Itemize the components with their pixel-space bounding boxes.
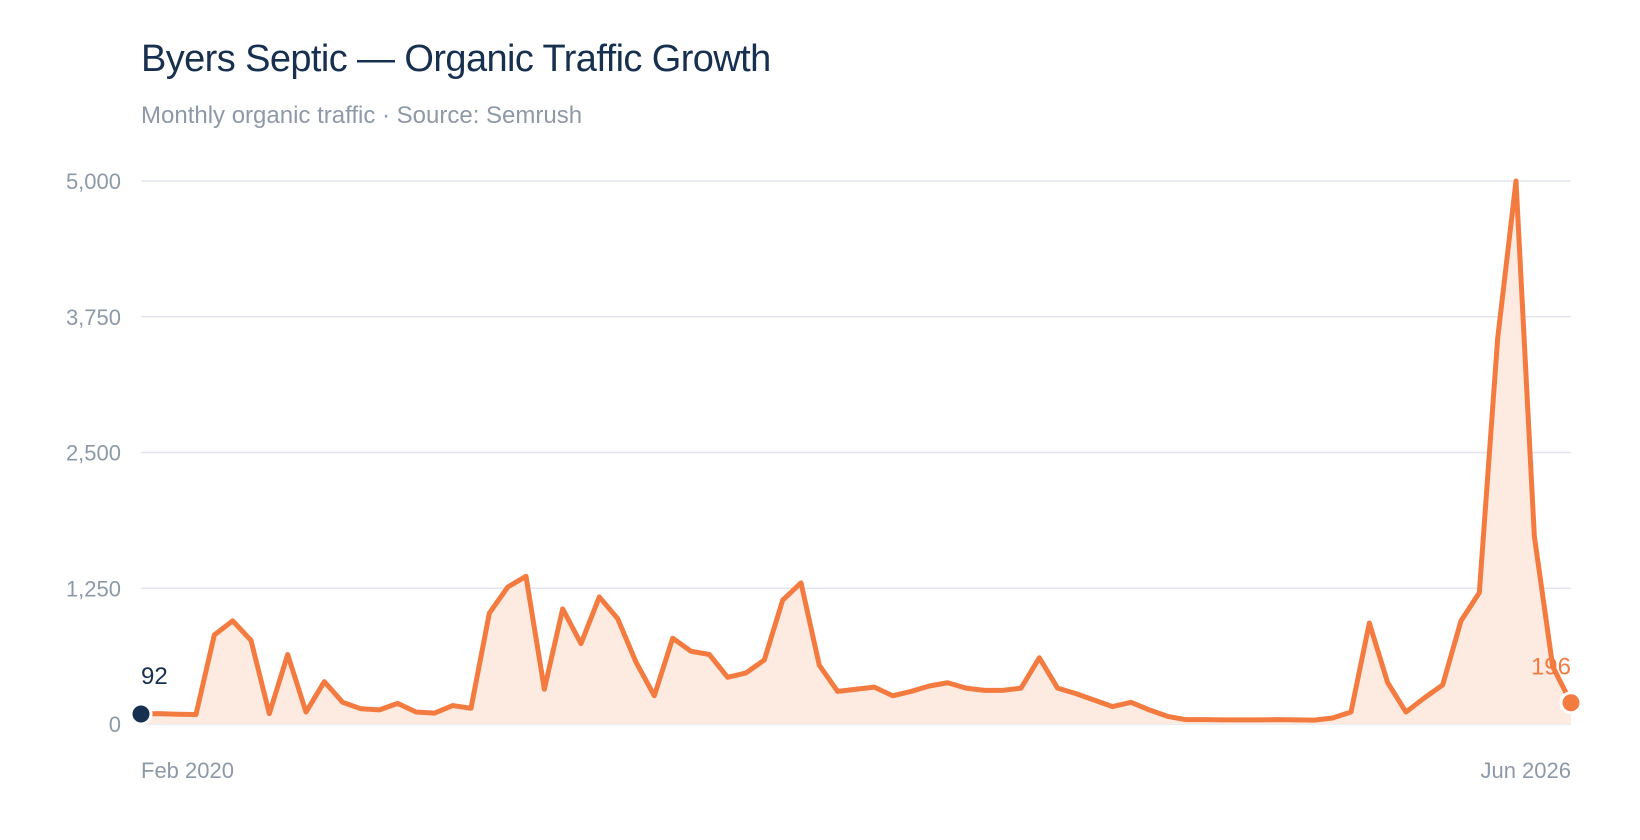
chart-subtitle: Monthly organic traffic · Source: Semrus…	[141, 102, 583, 129]
y-tick-label: 0	[109, 712, 121, 737]
grid-lines	[141, 180, 1571, 725]
y-tick-label: 5,000	[66, 169, 121, 194]
data-labels: 92 196	[141, 654, 1571, 690]
y-tick-label: 3,750	[66, 305, 121, 330]
x-label-end: Jun 2026	[1480, 758, 1571, 783]
y-tick-label: 2,500	[66, 441, 121, 466]
x-axis: Feb 2020 Jun 2026	[141, 758, 1571, 783]
chart-title: Byers Septic — Organic Traffic Growth	[141, 38, 771, 80]
data-points	[129, 691, 1583, 726]
traffic-line	[138, 178, 1574, 723]
last-value-label: 196	[1531, 654, 1571, 681]
first-value-label: 92	[141, 663, 168, 690]
first-data-point	[129, 702, 153, 726]
last-data-point	[1559, 691, 1583, 715]
y-tick-label: 1,250	[66, 576, 121, 601]
y-axis: 0 1,250 2,500 3,750 5,000	[66, 169, 121, 737]
x-label-start: Feb 2020	[141, 758, 234, 783]
